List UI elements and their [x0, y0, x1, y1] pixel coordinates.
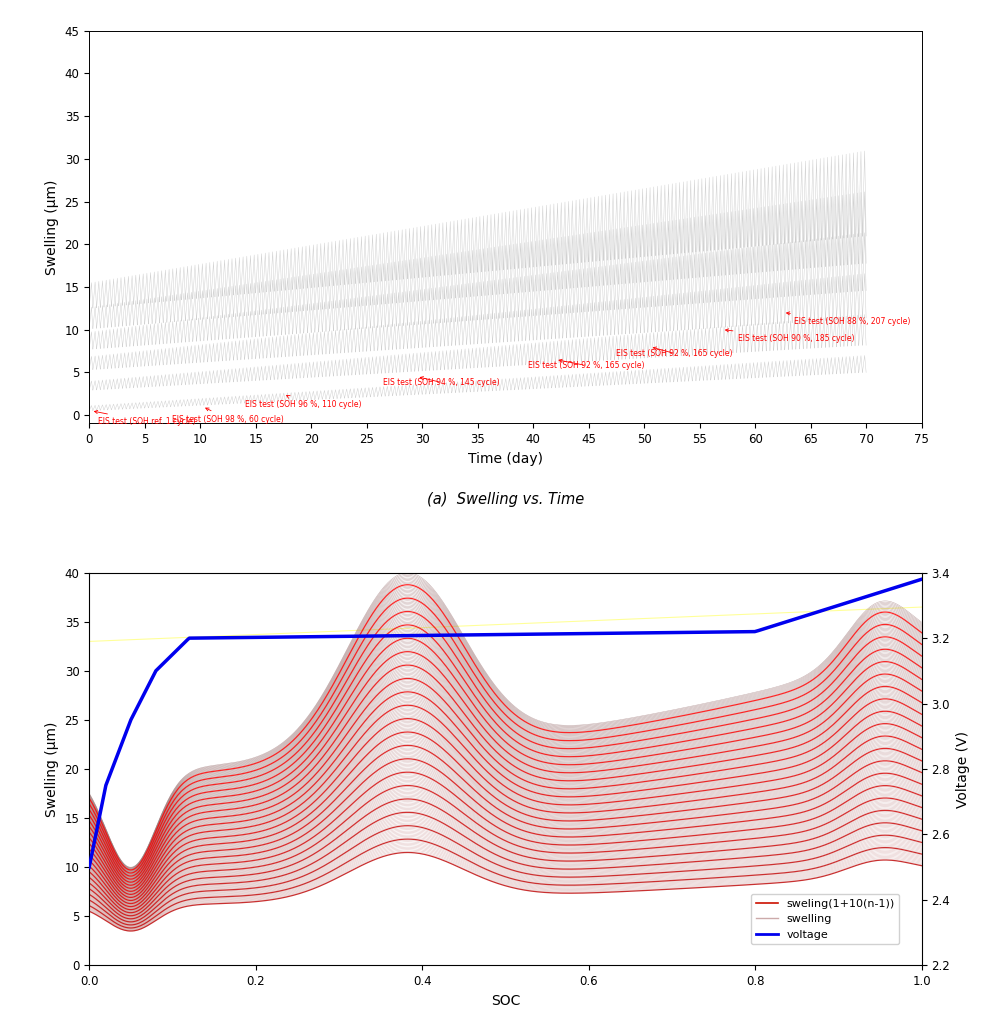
Y-axis label: Swelling (μm): Swelling (μm) — [45, 721, 59, 816]
Text: EIS test (SOH 92 %, 165 cycle): EIS test (SOH 92 %, 165 cycle) — [616, 347, 733, 358]
Text: EIS test (SOH 92 %, 165 cycle): EIS test (SOH 92 %, 165 cycle) — [527, 359, 644, 370]
Y-axis label: Swelling (μm): Swelling (μm) — [45, 180, 59, 275]
X-axis label: SOC: SOC — [491, 994, 520, 1007]
Text: EIS test (SOH 94 %, 145 cycle): EIS test (SOH 94 %, 145 cycle) — [384, 377, 499, 387]
X-axis label: Time (day): Time (day) — [468, 452, 543, 466]
Text: EIS test (SOH ref. 1 cycle): EIS test (SOH ref. 1 cycle) — [94, 411, 195, 426]
Text: EIS test (SOH 96 %, 110 cycle): EIS test (SOH 96 %, 110 cycle) — [245, 395, 361, 409]
Y-axis label: Voltage (V): Voltage (V) — [955, 730, 969, 807]
Text: EIS test (SOH 88 %, 207 cycle): EIS test (SOH 88 %, 207 cycle) — [787, 312, 911, 326]
Text: EIS test (SOH 90 %, 185 cycle): EIS test (SOH 90 %, 185 cycle) — [725, 329, 855, 343]
Legend: sweling(1+10(n-1)), swelling, voltage: sweling(1+10(n-1)), swelling, voltage — [751, 895, 900, 944]
Text: (a)  Swelling vs. Time: (a) Swelling vs. Time — [427, 492, 584, 507]
Text: EIS test (SOH 98 %, 60 cycle): EIS test (SOH 98 %, 60 cycle) — [172, 408, 284, 424]
